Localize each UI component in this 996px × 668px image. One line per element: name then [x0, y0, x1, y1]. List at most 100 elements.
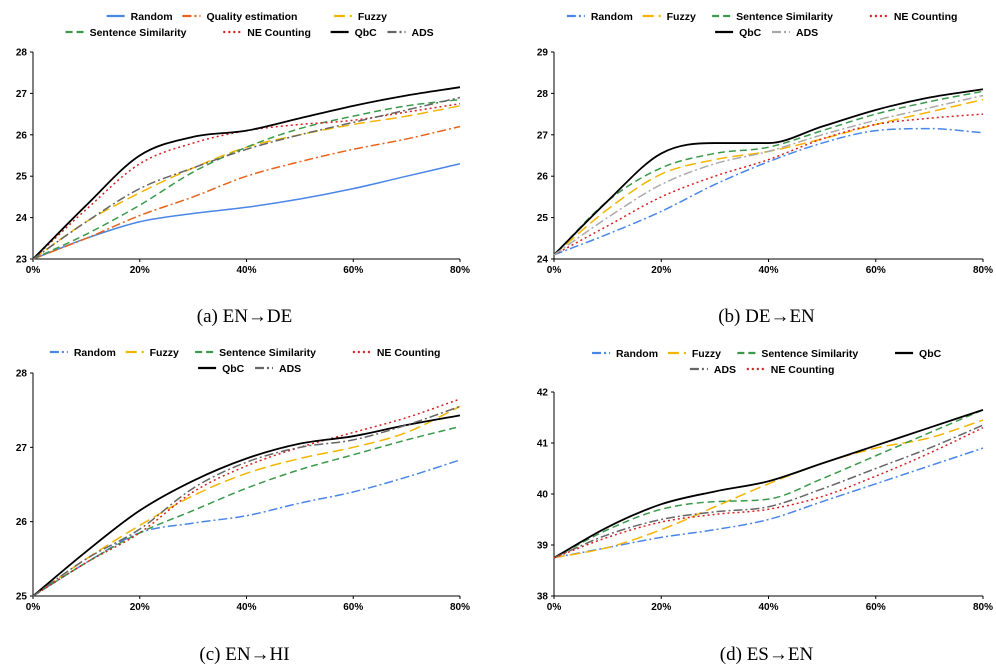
legend-label: Random [74, 347, 116, 359]
series-line-fuzzy [553, 98, 984, 256]
series-line-qbc [32, 86, 461, 260]
x-tick-label: 20% [651, 602, 671, 613]
y-tick-label: 23 [16, 255, 28, 266]
y-tick-label: 27 [16, 443, 28, 454]
series-line-ne-counting [553, 113, 984, 256]
y-tick-label: 25 [537, 213, 549, 224]
legend-label: Fuzzy [667, 11, 696, 23]
series-line-ne-counting [32, 103, 461, 260]
y-tick-label: 27 [537, 130, 549, 141]
legend-label: QbC [919, 348, 942, 360]
series-line-ads [32, 96, 461, 260]
series-line-fuzzy [32, 405, 461, 597]
legend-label: ADS [412, 27, 434, 39]
x-tick-label: 80% [973, 265, 993, 276]
series-line-sentence-similarity [32, 98, 461, 260]
x-tick-label: 0% [26, 265, 41, 276]
y-tick-label: 28 [16, 369, 28, 380]
x-tick-label: 40% [236, 602, 256, 613]
y-tick-label: 29 [537, 48, 549, 59]
y-tick-label: 26 [16, 517, 28, 528]
series-line-quality-estimation [32, 125, 461, 260]
legend-label: ADS [279, 363, 301, 375]
x-tick-label: 60% [343, 265, 363, 276]
y-tick-label: 27 [16, 89, 28, 100]
legend-label: QbC [222, 363, 245, 375]
series-line-sentence-similarity [553, 409, 984, 559]
series-line-qbc [32, 414, 461, 597]
legend-label: NE Counting [377, 347, 441, 359]
panel-caption: (d) ES→EN [720, 644, 814, 665]
x-tick-label: 40% [236, 265, 256, 276]
x-tick-label: 20% [651, 265, 671, 276]
x-tick-label: 20% [130, 265, 150, 276]
legend-label: Sentence Similarity [90, 27, 187, 39]
legend-label: Fuzzy [358, 11, 387, 23]
y-tick-label: 24 [537, 255, 549, 266]
legend-label: NE Counting [771, 364, 835, 376]
y-tick-label: 41 [537, 439, 549, 450]
x-tick-label: 60% [866, 602, 886, 613]
x-tick-label: 60% [866, 265, 886, 276]
series-line-random [553, 447, 984, 559]
legend-label: Quality estimation [206, 11, 297, 23]
panel-caption: (c) EN→HI [199, 644, 289, 665]
panel-caption: (a) EN→DE [197, 306, 293, 327]
y-tick-label: 25 [16, 592, 28, 603]
chart-panel-1: 23 24 25 26 27 28 0% 20% 40% 60% 80% Random Quality … [16, 11, 470, 327]
x-tick-label: 60% [343, 602, 363, 613]
x-tick-label: 0% [547, 265, 562, 276]
series-line-ads [553, 424, 984, 559]
legend-label: Random [131, 11, 173, 23]
y-tick-label: 24 [16, 213, 28, 224]
panel-caption: (b) DE→EN [718, 306, 815, 327]
legend-label: Sentence Similarity [761, 348, 858, 360]
series-line-ads [32, 405, 461, 597]
y-tick-label: 42 [537, 388, 549, 399]
series-line-random [553, 127, 984, 256]
x-tick-label: 80% [450, 265, 470, 276]
x-tick-label: 40% [758, 602, 778, 613]
x-tick-label: 40% [758, 265, 778, 276]
y-tick-label: 38 [537, 592, 549, 603]
legend-label: Sentence Similarity [219, 347, 316, 359]
series-line-sentence-similarity [32, 425, 461, 597]
series-line-random [32, 163, 461, 260]
y-tick-label: 28 [537, 89, 549, 100]
y-tick-label: 40 [537, 490, 549, 501]
series-line-qbc [553, 408, 984, 559]
x-tick-label: 0% [26, 602, 41, 613]
legend-label: QbC [739, 27, 762, 39]
x-tick-label: 20% [130, 602, 150, 613]
y-tick-label: 26 [537, 172, 549, 183]
legend-label: Sentence Similarity [736, 11, 833, 23]
series-line-ads [553, 94, 984, 256]
legend-label: Fuzzy [150, 347, 179, 359]
y-tick-label: 28 [16, 48, 28, 59]
series-line-ne-counting [553, 427, 984, 559]
x-tick-label: 80% [973, 602, 993, 613]
legend-label: Random [616, 348, 658, 360]
legend-label: Random [591, 11, 633, 23]
legend-label: Fuzzy [692, 348, 721, 360]
series-line-fuzzy [553, 419, 984, 559]
y-tick-label: 25 [16, 172, 28, 183]
x-tick-label: 80% [450, 602, 470, 613]
chart-panel-3: 25 26 27 28 0% 20% 40% 60% 80% Random Fuzzy Sentenc… [16, 347, 470, 665]
y-tick-label: 39 [537, 541, 549, 552]
chart-panel-2: 24 25 26 27 28 29 0% 20% 40% 60% 80% Random Fuzzy Sen… [537, 11, 993, 327]
chart-panel-4: 38 39 40 41 42 0% 20% 40% 60% 80% Random Fuzzy Sente… [537, 348, 993, 665]
series-line-qbc [553, 88, 984, 256]
legend-label: QbC [355, 27, 378, 39]
series-line-sentence-similarity [553, 90, 984, 256]
series-line-ne-counting [32, 398, 461, 597]
y-tick-label: 26 [16, 130, 28, 141]
series-line-fuzzy [32, 105, 461, 260]
series-line-random [32, 459, 461, 597]
legend-label: NE Counting [894, 11, 958, 23]
x-tick-label: 0% [547, 602, 562, 613]
legend-label: ADS [714, 364, 736, 376]
legend-label: NE Counting [247, 27, 311, 39]
legend-label: ADS [796, 27, 818, 39]
